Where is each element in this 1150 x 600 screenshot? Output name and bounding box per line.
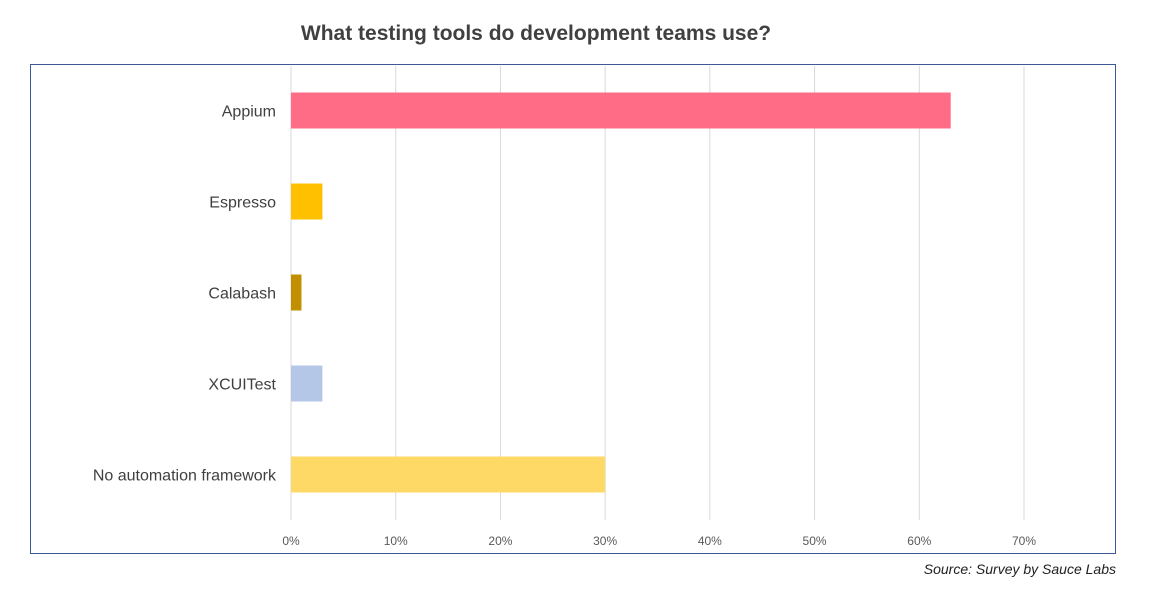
x-tick-label: 30% — [593, 534, 617, 548]
category-label: XCUITest — [208, 377, 276, 394]
bar — [291, 92, 951, 129]
category-label: No automation framework — [93, 468, 277, 485]
x-tick-label: 50% — [803, 534, 827, 548]
bar — [291, 183, 323, 220]
chart-frame — [30, 64, 1116, 554]
x-tick-label: 70% — [1012, 534, 1036, 548]
x-tick-label: 10% — [384, 534, 408, 548]
x-tick-label: 0% — [282, 534, 300, 548]
category-label: Espresso — [209, 195, 276, 212]
x-tick-label: 40% — [698, 534, 722, 548]
bar — [291, 456, 606, 493]
bar — [291, 365, 323, 402]
category-label: Appium — [222, 104, 276, 121]
bar — [291, 274, 302, 311]
x-tick-label: 60% — [907, 534, 931, 548]
category-label: Calabash — [208, 286, 276, 303]
source-note: Source: Survey by Sauce Labs — [923, 561, 1116, 577]
chart-title: What testing tools do development teams … — [300, 22, 772, 45]
x-tick-label: 20% — [488, 534, 512, 548]
